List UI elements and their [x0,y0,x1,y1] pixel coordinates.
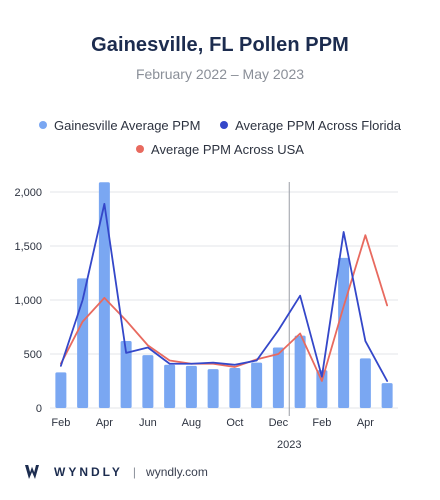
bar-gainesville [229,368,241,408]
bar-gainesville [98,182,110,408]
bar-gainesville [381,383,393,408]
pollen-chart: 0 500 1,000 1,500 2,000 Feb Apr Jun Aug Oct Dec Feb… [14,182,398,451]
bar-gainesville [359,358,371,408]
legend-item-florida: Average PPM Across Florida [220,118,401,133]
bar-gainesville [272,347,284,408]
bar-gainesville [185,365,197,408]
bar-gainesville [294,335,306,408]
bar-gainesville [120,341,132,408]
x-tick-label: Oct [226,417,243,429]
y-tick-label: 2,000 [14,187,42,199]
wyndly-logo-icon [24,463,46,481]
y-tick-label: 500 [24,349,42,361]
year-label: 2023 [277,439,301,451]
legend-swatch-gainesville [38,121,47,129]
bar-gainesville [338,257,350,408]
footer-separator: | [132,465,137,479]
y-tick-label: 1,000 [14,295,42,307]
line-usa [59,234,389,382]
y-tick-label: 1,500 [14,241,42,253]
footer-site-link[interactable]: wyndly.com [146,465,208,479]
x-tick-label: Dec [269,417,289,429]
footer: WYNDLY | wyndly.com [24,460,208,484]
x-tick-label: Apr [96,417,113,429]
chart-container: 0 500 1,000 1,500 2,000 Feb Apr Jun Aug Oct Dec Feb… [0,160,440,460]
legend-label-florida: Average PPM Across Florida [235,117,402,133]
line-florida [59,202,389,382]
x-tick-label: Feb [312,417,331,429]
x-tick-label: Aug [182,417,202,429]
bar-gainesville [55,372,67,408]
legend-item-usa: Average PPM Across USA [136,142,304,157]
legend-swatch-usa [136,145,145,153]
brand-name: WYNDLY [54,465,123,479]
bar-gainesville [316,370,328,408]
x-tick-label: Jun [139,417,157,429]
legend-row-2: Average PPM Across USA [0,141,440,157]
x-tick-label: Feb [51,417,70,429]
bar-gainesville [207,369,219,408]
legend-label-usa: Average PPM Across USA [151,141,304,157]
legend-label-gainesville: Gainesville Average PPM [53,117,201,133]
bar-gainesville [142,355,154,408]
legend-item-gainesville: Gainesville Average PPM [38,117,201,133]
bar-gainesville [251,362,263,408]
y-tick-label: 0 [36,403,42,415]
chart-title: Gainesville, FL Pollen PPM [91,34,349,56]
x-tick-label: Apr [357,417,374,429]
legend-row-1: Gainesville Average PPM Average PPM Acro… [0,117,440,133]
legend-swatch-florida [220,121,229,129]
bar-gainesville [164,364,176,408]
chart-subtitle: February 2022 – May 2023 [135,66,305,82]
